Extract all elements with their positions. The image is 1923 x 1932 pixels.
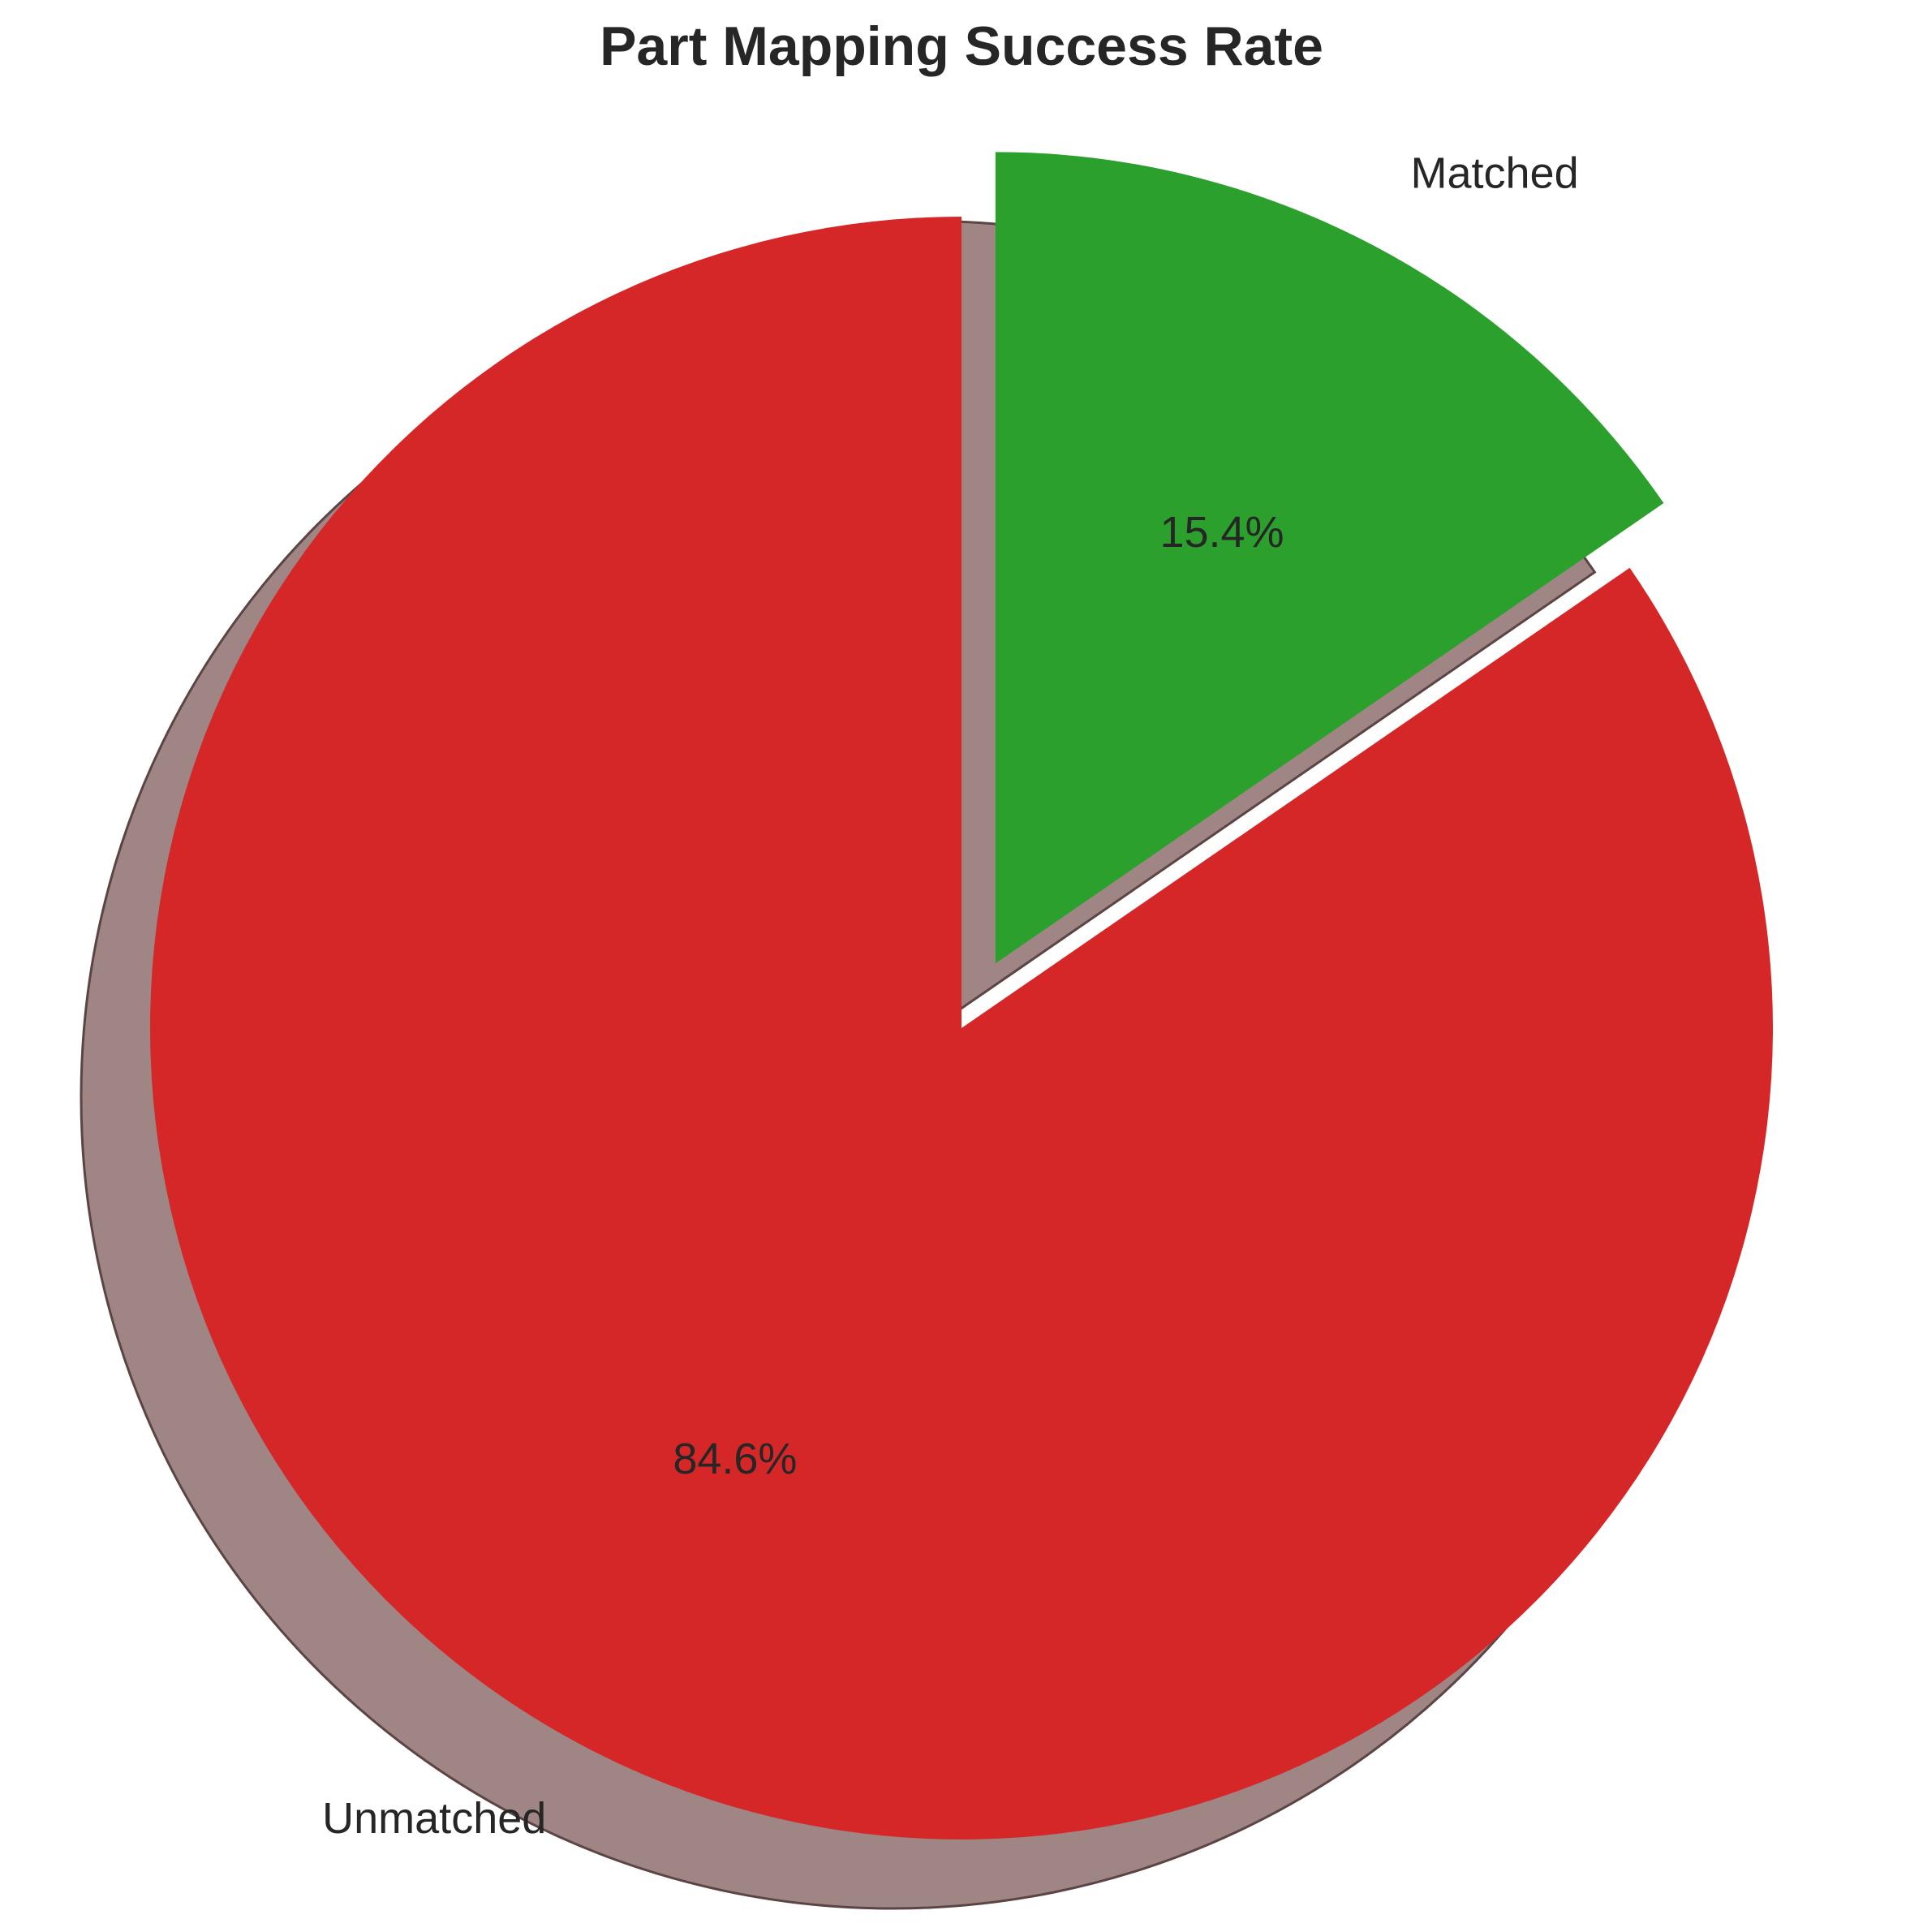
slice-percent-unmatched: 84.6% <box>673 1435 797 1483</box>
slice-label-unmatched: Unmatched <box>322 1794 546 1843</box>
pie-label-layer: Matched 15.4% Unmatched 84.6% <box>322 149 1578 1843</box>
slice-label-matched: Matched <box>1411 149 1579 198</box>
pie-slice-unmatched <box>149 217 1773 1839</box>
pie-slice-layer <box>149 152 1773 1839</box>
pie-slice-matched <box>995 152 1664 964</box>
slice-percent-matched: 15.4% <box>1159 508 1284 557</box>
chart-title: Part Mapping Success Rate <box>600 15 1323 77</box>
